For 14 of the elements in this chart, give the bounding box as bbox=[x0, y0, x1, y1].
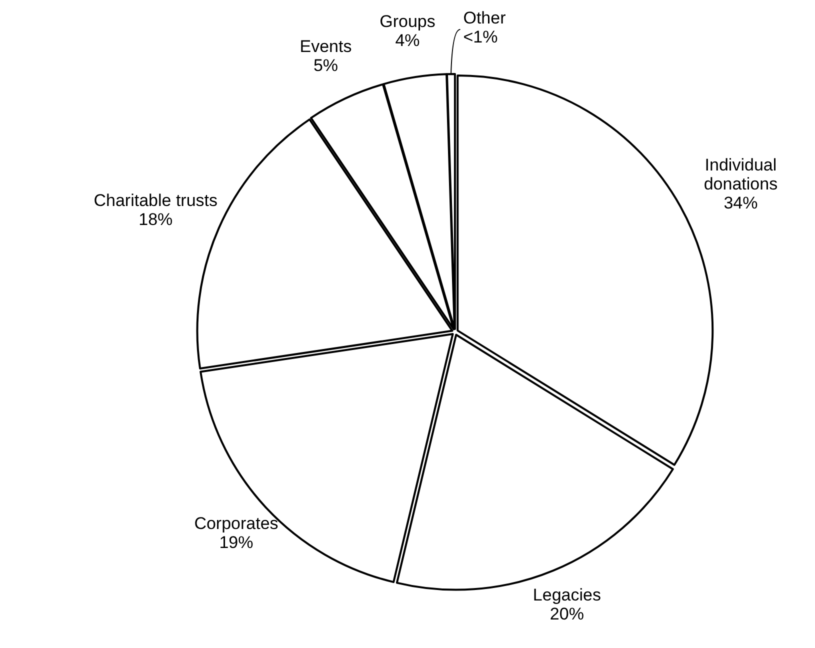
data-label: 5% bbox=[313, 56, 338, 76]
slice-label: Groups bbox=[380, 12, 436, 32]
slice-label: Events bbox=[300, 37, 352, 56]
slice-label: Individual donations bbox=[704, 156, 778, 194]
slice-label: Other bbox=[463, 8, 506, 28]
data-label: 18% bbox=[138, 210, 173, 229]
slice-label: Corporates bbox=[194, 514, 278, 534]
data-label: 4% bbox=[395, 31, 420, 50]
data-label: 20% bbox=[550, 604, 584, 624]
data-label: <1% bbox=[463, 28, 498, 47]
slice-label: Legacies bbox=[532, 585, 601, 604]
slice-label: Charitable trusts bbox=[94, 190, 218, 210]
data-label: 34% bbox=[724, 194, 758, 213]
data-label: 19% bbox=[219, 533, 254, 552]
